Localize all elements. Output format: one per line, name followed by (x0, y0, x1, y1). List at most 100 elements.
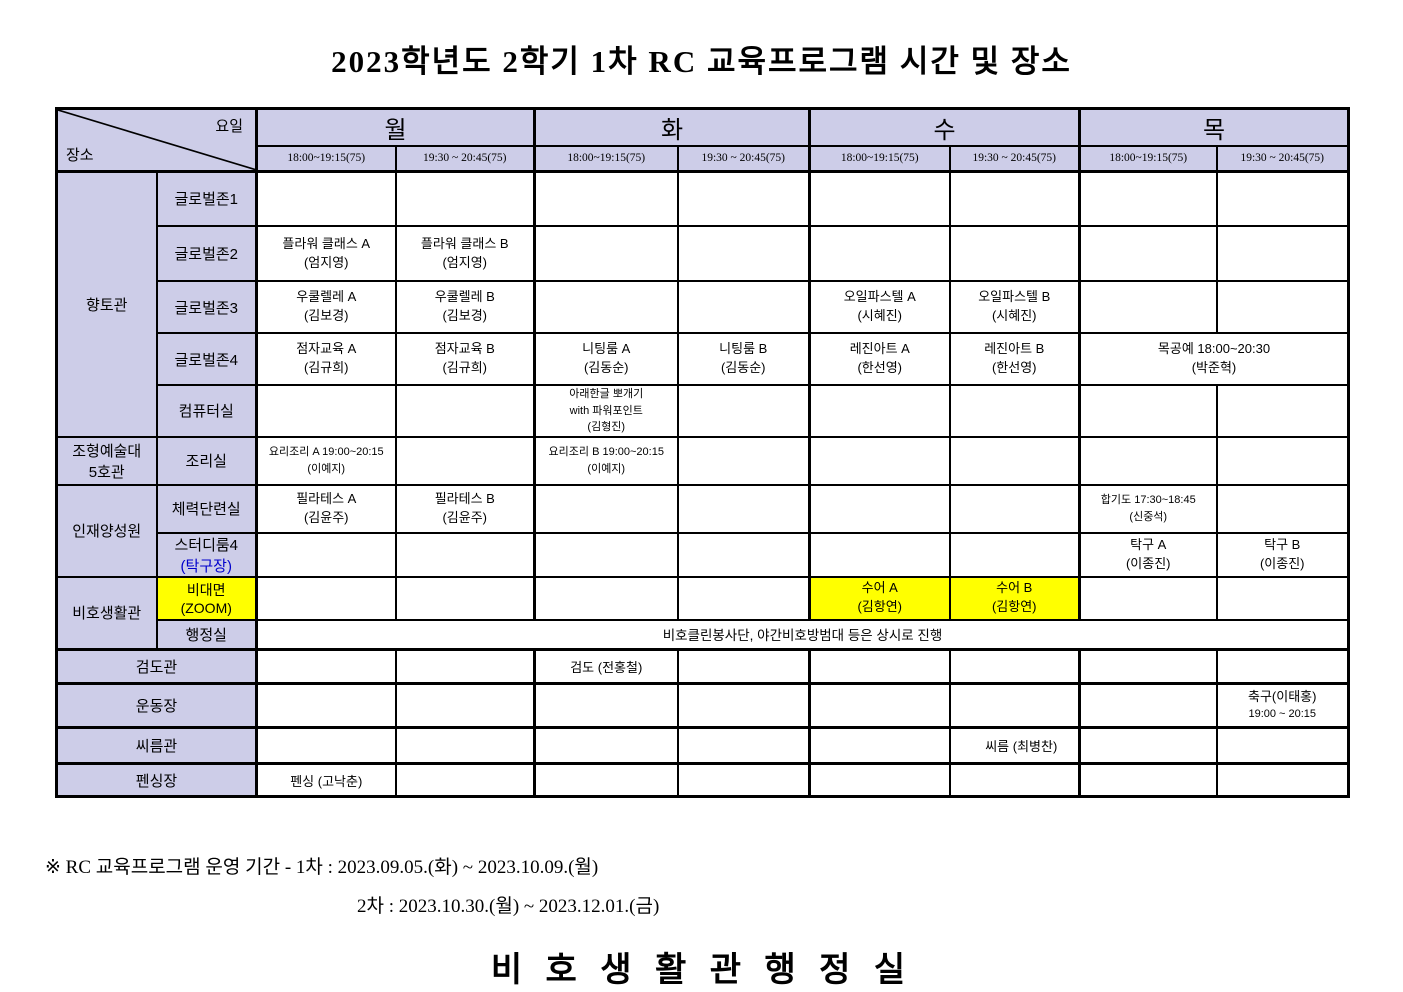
room-cooking: 조리실 (155, 435, 258, 486)
empty-cell (533, 726, 679, 765)
empty-cell (948, 531, 1081, 578)
instructor: (김규희) (303, 360, 349, 375)
instructor: (김보경) (442, 308, 488, 323)
empty-cell (394, 762, 536, 798)
empty-cell (1215, 726, 1350, 765)
room-fencing-hall: 펜싱장 (55, 762, 258, 798)
empty-cell (948, 483, 1081, 534)
instructor: (김동순) (583, 360, 629, 375)
empty-cell (1078, 648, 1218, 685)
instructor: (박준혁) (1191, 360, 1237, 375)
room-kendo-hall: 검도관 (55, 648, 258, 685)
empty-cell (1078, 384, 1218, 438)
program-name: 필라테스 B (434, 490, 495, 506)
day-header-wed: 수 (808, 107, 1081, 147)
cell-table-tennis-b: 탁구 B (이종진) (1215, 531, 1350, 578)
cell-ssireum: 씨름 (최병찬) (948, 726, 1081, 765)
corner-label-day: 요일 (215, 118, 243, 135)
empty-cell (1078, 280, 1218, 334)
time-header-tue-2: 19:30 ~ 20:45(75) (676, 145, 811, 172)
program-name: 수어 B (996, 580, 1033, 596)
cell-knitting-a: 니팅룸 A (김동순) (533, 332, 679, 386)
cell-resin-art-a: 레진아트 A (한선영) (808, 332, 951, 386)
empty-cell (1215, 483, 1350, 534)
empty-cell (808, 762, 951, 798)
day-header-thu: 목 (1078, 107, 1350, 147)
time-header-thu-2: 19:30 ~ 20:45(75) (1215, 145, 1350, 172)
instructor: (한선영) (991, 360, 1037, 375)
empty-cell (533, 531, 679, 578)
timetable: 요일 장소 월 화 수 목 18:00~19:15(75) 19:30 ~ 20… (55, 107, 1350, 798)
cell-cooking-a: 요리조리 A 19:00~20:15 (이예지) (255, 435, 397, 486)
empty-cell (808, 435, 951, 486)
empty-cell (255, 384, 397, 438)
empty-cell (808, 648, 951, 685)
empty-cell (394, 682, 536, 729)
empty-cell (676, 762, 811, 798)
empty-cell (255, 575, 397, 621)
empty-cell (255, 648, 397, 685)
instructor: (이예지) (307, 462, 346, 475)
day-header-tue: 화 (533, 107, 811, 147)
empty-cell (676, 483, 811, 534)
empty-cell (948, 435, 1081, 486)
cell-pilates-a: 필라테스 A (김윤주) (255, 483, 397, 534)
operation-period-line2: 2차 : 2023.10.30.(월) ~ 2023.12.01.(금) (357, 896, 660, 917)
empty-cell (255, 726, 397, 765)
program-name: 아래한글 뽀개기 (569, 388, 644, 400)
cell-braille-a: 점자교육 A (김규희) (255, 332, 397, 386)
instructor: (김동순) (720, 360, 766, 375)
program-name: 요리조리 B 19:00~20:15 (548, 446, 664, 458)
time-header-wed-2: 19:30 ~ 20:45(75) (948, 145, 1081, 172)
empty-cell (533, 575, 679, 621)
operation-period-line1: ※ RC 교육프로그램 운영 기간 - 1차 : 2023.09.05.(화) … (45, 857, 599, 878)
empty-cell (1215, 648, 1350, 685)
diagonal-line (58, 110, 255, 170)
room-admin-office: 행정실 (155, 618, 258, 651)
room-globalzone1: 글로벌존1 (155, 169, 258, 227)
cell-sign-language-b: 수어 B (김항연) (948, 575, 1081, 621)
group-injae: 인재양성원 (55, 483, 158, 578)
empty-cell (533, 682, 679, 729)
group-label2: 5호관 (88, 463, 125, 481)
empty-cell (394, 648, 536, 685)
instructor: (엄지영) (442, 254, 488, 270)
instructor: (김항연) (991, 599, 1037, 614)
empty-cell (676, 648, 811, 685)
cell-pilates-b: 필라테스 B (김윤주) (394, 483, 536, 534)
room-globalzone4: 글로벌존4 (155, 332, 258, 386)
program-time: 19:00 ~ 20:15 (1248, 707, 1317, 720)
cell-ukulele-b: 우쿨렐레 B (김보경) (394, 280, 536, 334)
program-name: 오일파스텔 B (978, 289, 1051, 305)
time-header-wed-1: 18:00~19:15(75) (808, 145, 951, 172)
empty-cell (1215, 169, 1350, 227)
cell-flower-class-b: 플라워 클래스 B (엄지영) (394, 225, 536, 282)
instructor: (김형진) (587, 421, 626, 433)
empty-cell (1215, 435, 1350, 486)
program-name: 요리조리 A 19:00~20:15 (268, 446, 384, 458)
empty-cell (1078, 435, 1218, 486)
group-hyangto: 향토관 (55, 169, 158, 438)
program-name: 니팅룸 B (719, 341, 768, 357)
empty-cell (255, 169, 397, 227)
room-label: 스터디룸4 (174, 536, 239, 554)
group-biho: 비호생활관 (55, 575, 158, 651)
empty-cell (676, 575, 811, 621)
empty-cell (676, 435, 811, 486)
time-header-tue-1: 18:00~19:15(75) (533, 145, 679, 172)
empty-cell (1215, 225, 1350, 282)
cell-hangul-powerpoint: 아래한글 뽀개기 with 파워포인트 (김형진) (533, 384, 679, 438)
cell-woodcraft: 목공예 18:00~20:30 (박준혁) (1078, 332, 1350, 386)
program-name: 수어 A (861, 580, 898, 596)
program-name: 오일파스텔 A (843, 289, 916, 305)
empty-cell (808, 531, 951, 578)
empty-cell (676, 280, 811, 334)
program-name: 점자교육 A (296, 341, 357, 357)
room-sports-field: 운동장 (55, 682, 258, 729)
empty-cell (676, 531, 811, 578)
cell-kendo: 검도 (전홍철) (533, 648, 679, 685)
empty-cell (1078, 169, 1218, 227)
cell-resin-art-b: 레진아트 B (한선영) (948, 332, 1081, 386)
empty-cell (1078, 682, 1218, 729)
empty-cell (948, 648, 1081, 685)
